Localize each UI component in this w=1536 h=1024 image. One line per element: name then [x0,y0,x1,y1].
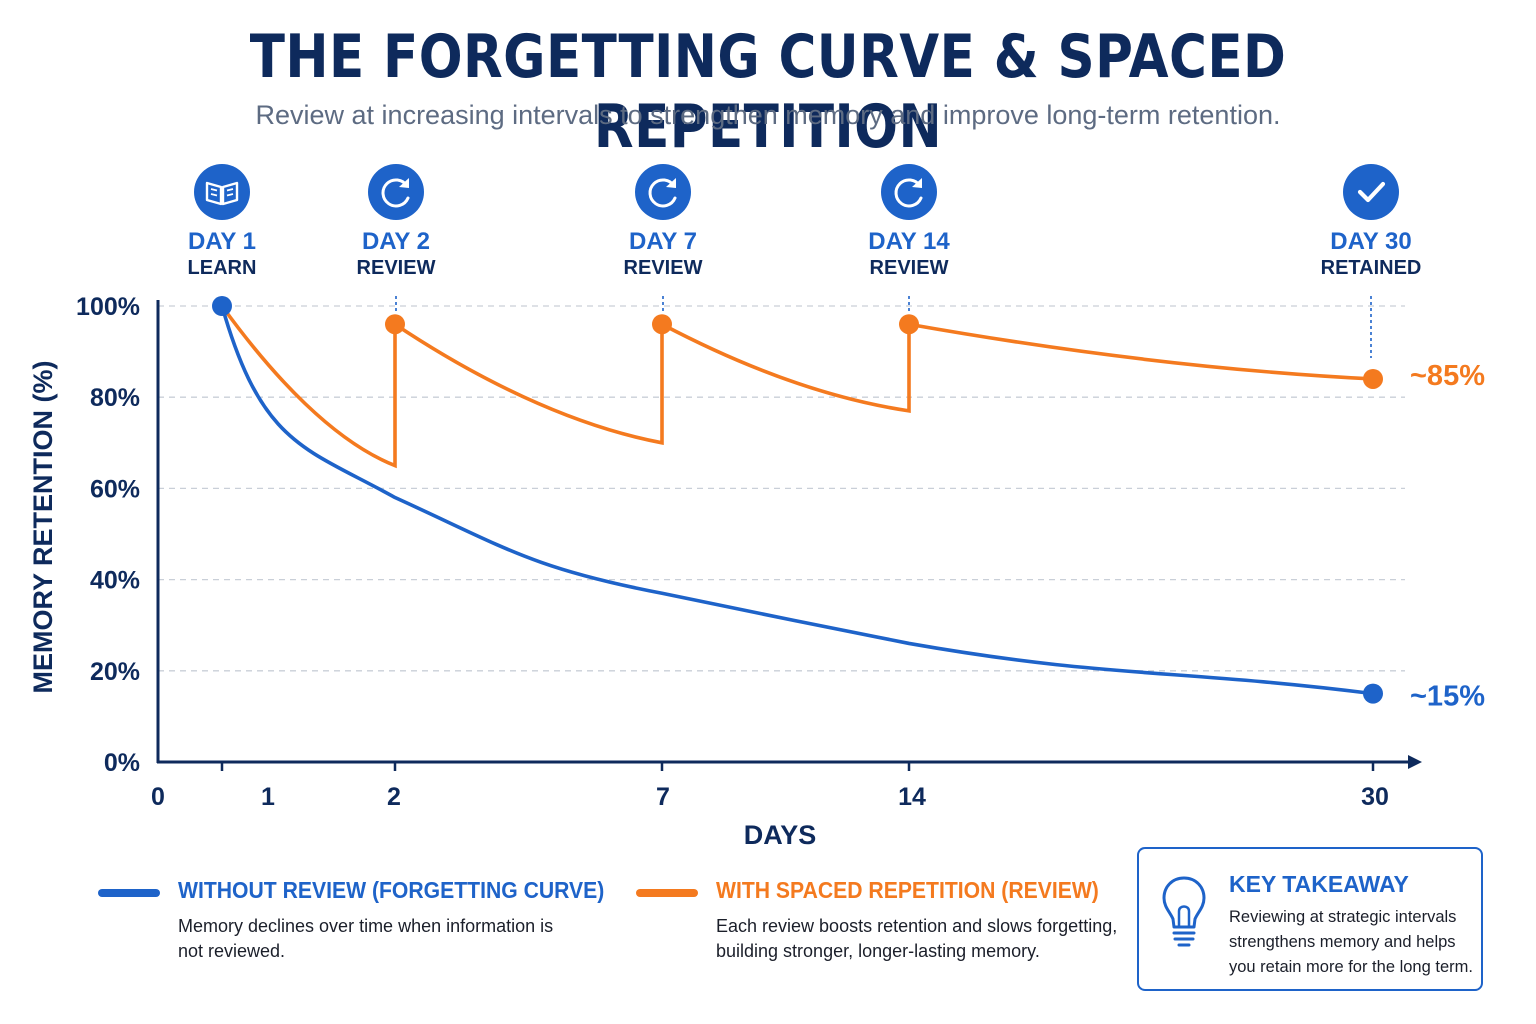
refresh-icon [635,164,691,220]
milestone-day: DAY 7 [629,228,697,255]
y-axis-title: MEMORY RETENTION (%) [28,360,58,693]
milestone-label: REVIEW [624,257,703,279]
milestone-day: DAY 1 [188,228,256,255]
page-title: THE FORGETTING CURVE & SPACED REPETITION [249,22,1287,162]
milestone-day: DAY 2 [362,228,430,255]
book-icon [194,164,250,220]
refresh-icon [881,164,937,220]
key-takeaway-box: KEY TAKEAWAY Reviewing at strategic inte… [1137,847,1483,991]
y-tick-label: 80% [90,384,140,412]
takeaway-title: KEY TAKEAWAY [1229,871,1409,897]
legend-desc-without-review: Memory declines over time when informati… [178,916,554,961]
legend-swatch-with-review [636,889,698,897]
x-tick-label: 0 [151,783,165,811]
series-line-without-review [220,304,1375,696]
data-point-without-review [212,296,232,316]
end-label-with-review: ~85% [1410,360,1485,392]
milestone-badge [1343,164,1399,220]
milestone-label: RETAINED [1321,257,1422,279]
book-shape [205,181,239,206]
milestone-day: DAY 14 [868,228,950,255]
data-point-with-review [899,314,919,335]
book-lines [210,188,234,197]
legend-label-with-review: WITH SPACED REPETITION (REVIEW) [716,877,1099,903]
refresh-arc [648,178,677,208]
milestone-label: LEARN [188,257,257,279]
retention-chart: 0% 20% 40% 60% 80% 100% 0 1 2 7 14 30 DAYS MEMORY RET… [28,164,1485,850]
check-shape [1357,181,1386,203]
refresh-arc [894,178,923,208]
y-tick-label: 20% [90,658,140,686]
x-tick-label: 1 [261,783,275,811]
legend-label-without-review: WITHOUT REVIEW (FORGETTING CURVE) [178,877,605,903]
milestone-badge [635,164,691,220]
refresh-arc [381,178,410,208]
milestone-badge [881,164,937,220]
refresh-icon [368,164,424,220]
refresh-arrowhead [912,178,922,188]
series-line-with-review [220,304,1375,469]
data-point-without-review [1363,683,1383,704]
page-subtitle: Review at increasing intervals to streng… [255,100,1281,130]
milestone-label: REVIEW [357,257,436,279]
end-label-without-review: ~15% [1410,681,1485,713]
y-tick-label: 40% [90,567,140,595]
x-tick-label: 7 [656,783,670,811]
data-point-with-review [385,314,405,335]
milestone-day: DAY 30 [1330,228,1411,255]
data-point-with-review [1363,368,1383,389]
x-axis-arrow [1408,755,1422,769]
milestone-badge [368,164,424,220]
x-axis-title: DAYS [744,820,817,850]
x-tick-label: 2 [387,783,401,811]
refresh-arrowhead [399,178,409,188]
y-tick-label: 0% [104,749,140,777]
data-point-with-review [652,314,672,335]
x-tick-label: 30 [1361,783,1389,811]
y-tick-label: 100% [76,293,140,321]
legend-desc-with-review: Each review boosts retention and slows f… [716,916,1118,961]
y-tick-label: 60% [90,475,140,503]
x-tick-label: 14 [898,783,926,811]
takeaway-text: Reviewing at strategic intervals strengt… [1229,908,1473,976]
legend-swatch-without-review [98,889,160,897]
milestone-label: REVIEW [870,257,949,279]
lightbulb-icon [1162,876,1206,947]
check-icon [1343,164,1399,220]
refresh-arrowhead [666,178,676,188]
